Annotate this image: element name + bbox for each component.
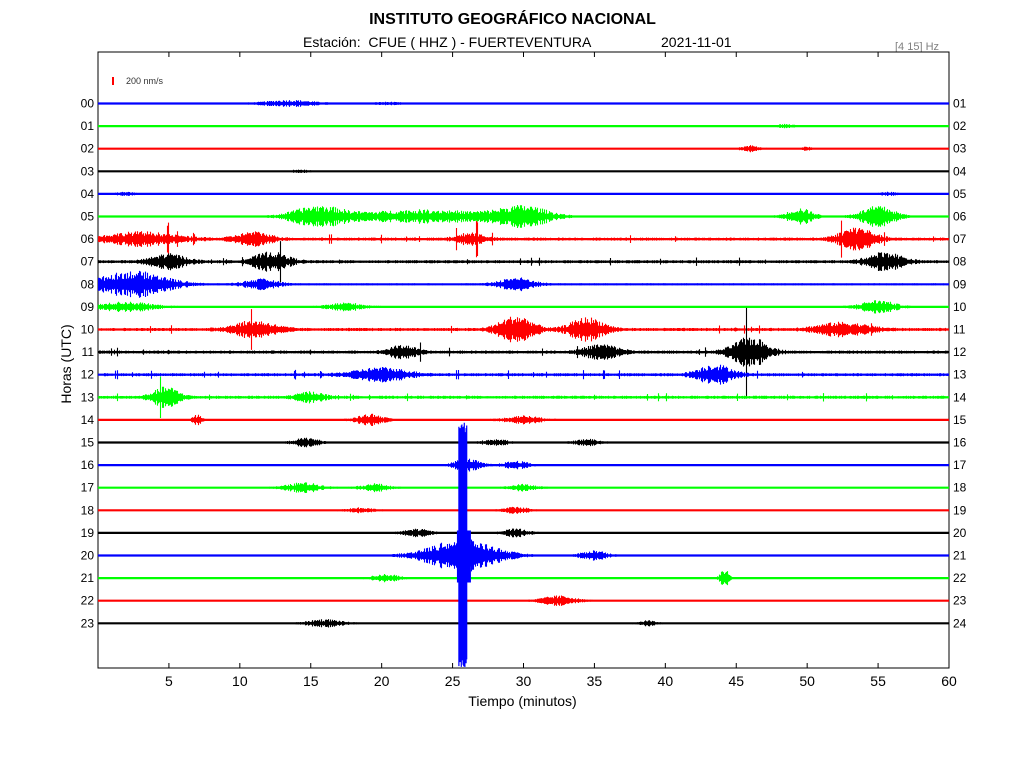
row-labels: 00 01 01 02 02 03 03 04 04 05 05 06 06 07 07 08 08 09 09 10… (81, 97, 967, 631)
row-label-right: 18 (953, 481, 967, 495)
x-tick-label: 15 (303, 673, 319, 689)
row-label-left: 09 (81, 300, 95, 314)
row-label-right: 20 (953, 526, 967, 540)
row-label-left: 06 (81, 232, 95, 246)
row-label-left: 08 (81, 277, 95, 291)
row-label-left: 16 (81, 458, 95, 472)
row-label-left: 17 (81, 481, 95, 495)
row-label-right: 15 (953, 413, 967, 427)
row-label-right: 24 (953, 616, 967, 630)
row-label-left: 15 (81, 436, 95, 450)
row-label-right: 06 (953, 210, 967, 224)
earthquake-saturated-block (456, 530, 471, 583)
x-tick-label: 30 (516, 673, 532, 689)
row-label-right: 08 (953, 255, 967, 269)
row-label-right: 17 (953, 458, 967, 472)
row-label-right: 07 (953, 232, 967, 246)
x-tick-label: 10 (232, 673, 248, 689)
x-tick-label: 55 (870, 673, 886, 689)
date-label: 2021-11-01 (661, 34, 732, 50)
row-label-left: 05 (81, 210, 95, 224)
scale-bar-icon (112, 77, 114, 85)
filter-label: [4 15] Hz (895, 41, 940, 53)
row-label-right: 23 (953, 594, 967, 608)
row-label-left: 12 (81, 368, 95, 382)
x-tick-label: 50 (799, 673, 815, 689)
row-label-left: 22 (81, 594, 95, 608)
x-tick-label: 25 (445, 673, 461, 689)
row-label-left: 20 (81, 549, 95, 563)
x-tick-label: 45 (728, 673, 744, 689)
row-label-left: 11 (82, 345, 95, 359)
row-label-left: 23 (81, 616, 95, 630)
big-event-group (456, 422, 504, 667)
row-label-left: 14 (81, 413, 95, 427)
x-axis-label: Tiempo (minutos) (468, 693, 577, 709)
x-axis: 5 10 15 20 25 30 35 40 45 50 55 60 (165, 52, 957, 689)
row-label-right: 12 (953, 345, 967, 359)
row-label-left: 00 (81, 97, 95, 111)
row-label-right: 22 (953, 571, 967, 585)
row-label-right: 10 (953, 300, 967, 314)
row-label-right: 03 (953, 142, 967, 156)
row-label-left: 02 (81, 142, 95, 156)
row-label-right: 19 (953, 503, 967, 517)
scale-label: 200 nm/s (126, 76, 164, 86)
earthquake-coda (470, 544, 504, 567)
row-label-left: 18 (81, 503, 95, 517)
row-label-left: 01 (81, 119, 95, 133)
plot-frame (97, 51, 950, 669)
trace-group (97, 100, 950, 628)
station-label: Estación: CFUE ( HHZ ) - FUERTEVENTURA (303, 34, 592, 50)
row-label-left: 03 (81, 164, 95, 178)
row-label-left: 04 (81, 187, 95, 201)
row-label-left: 19 (81, 526, 95, 540)
x-tick-label: 35 (587, 673, 603, 689)
row-label-right: 21 (953, 549, 967, 563)
row-label-left: 07 (81, 255, 95, 269)
row-label-left: 13 (81, 390, 95, 404)
row-label-right: 04 (953, 164, 967, 178)
x-tick-label: 60 (941, 673, 957, 689)
row-label-right: 02 (953, 119, 967, 133)
row-label-right: 01 (953, 97, 967, 111)
row-label-right: 16 (953, 436, 967, 450)
row-label-right: 14 (953, 390, 967, 404)
x-tick-label: 40 (658, 673, 674, 689)
row-label-right: 05 (953, 187, 967, 201)
y-axis-label: Horas (UTC) (58, 324, 74, 404)
row-label-left: 21 (81, 571, 95, 585)
x-tick-label: 20 (374, 673, 390, 689)
row-label-right: 11 (953, 323, 966, 337)
row-label-left: 10 (81, 323, 95, 337)
x-tick-label: 5 (165, 673, 173, 689)
row-label-right: 13 (953, 368, 967, 382)
chart-title: INSTITUTO GEOGRÁFICO NACIONAL (369, 11, 656, 28)
row-label-right: 09 (953, 277, 967, 291)
